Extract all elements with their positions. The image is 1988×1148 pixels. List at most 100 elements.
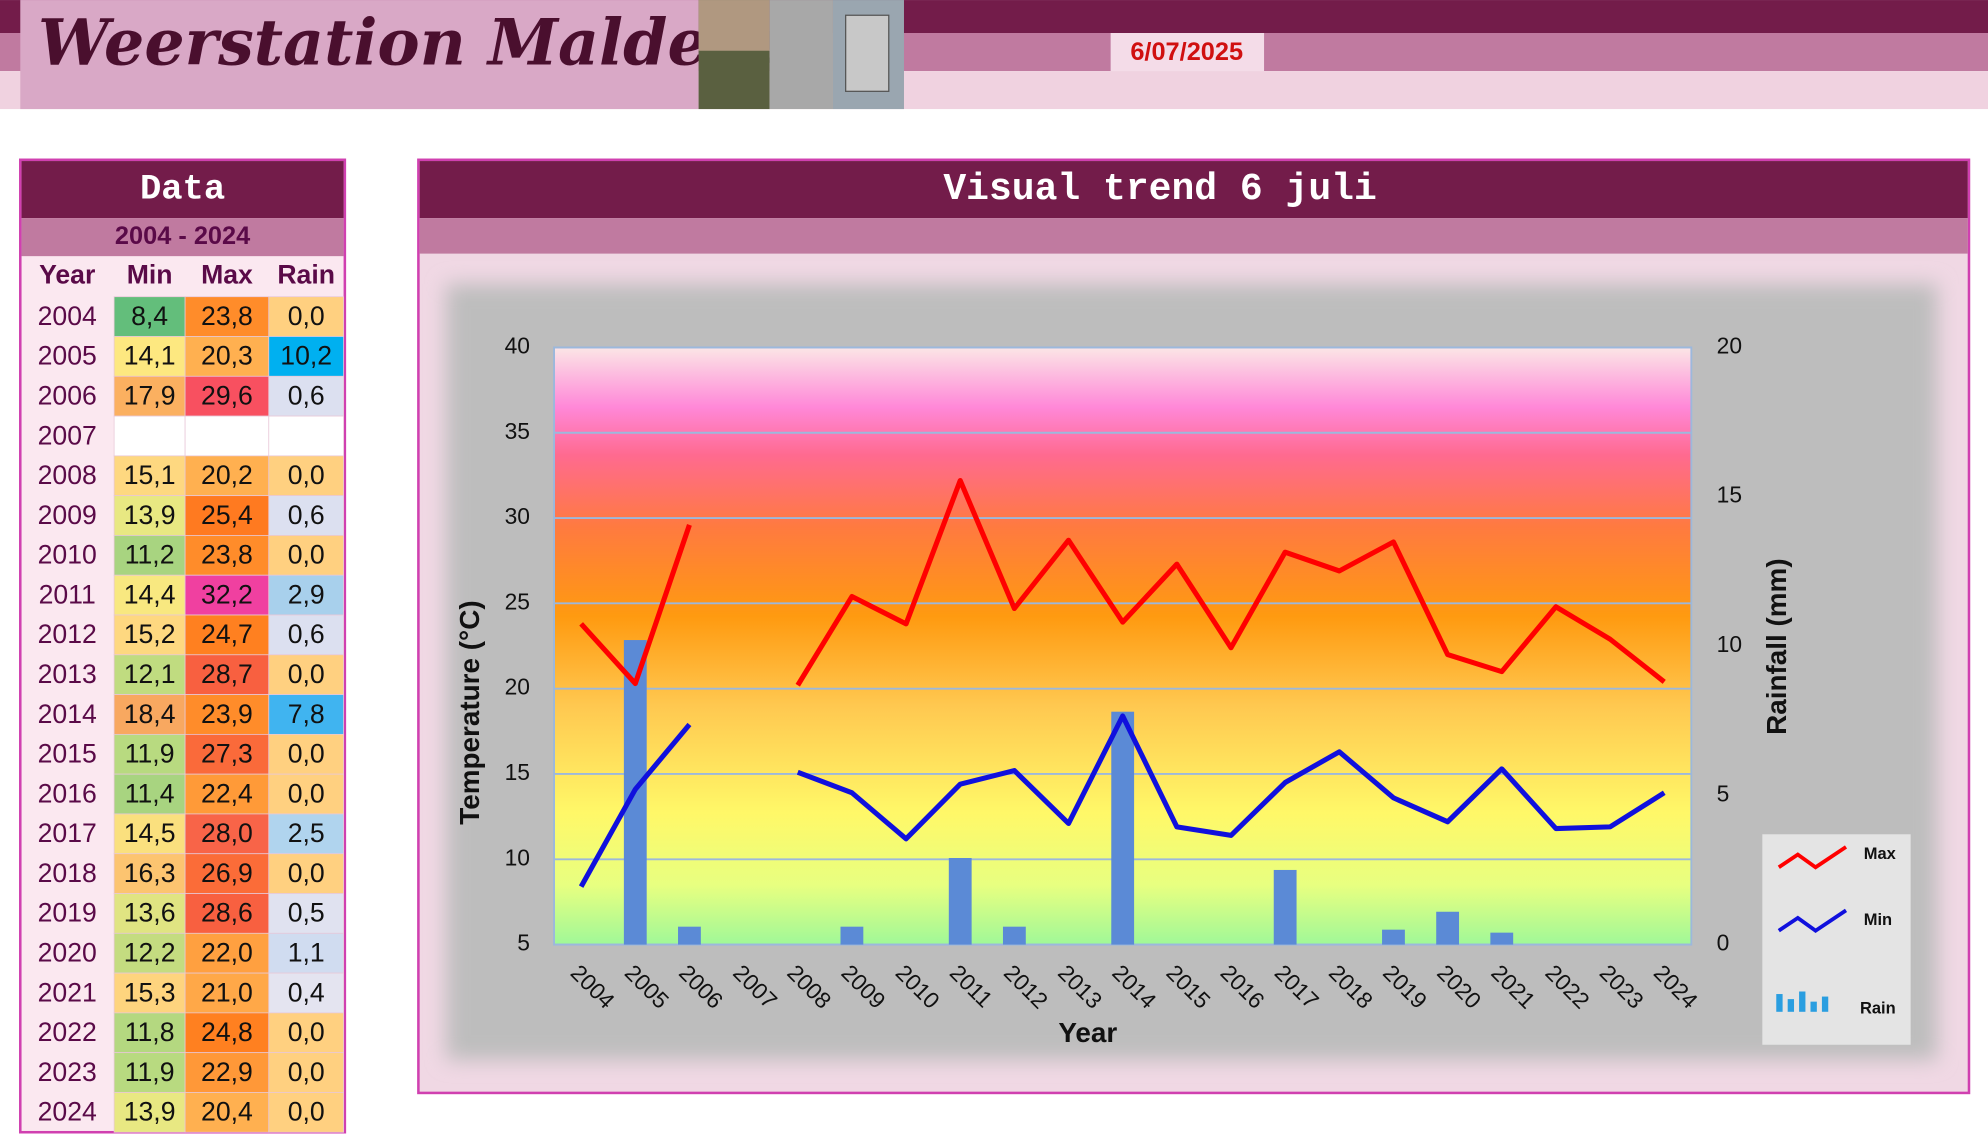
year-cell: 2018 (38, 858, 97, 888)
value-cell: 23,8 (201, 301, 253, 331)
year-cell: 2020 (38, 937, 97, 967)
table-cell (268, 296, 344, 337)
value-cell: 13,9 (124, 500, 176, 530)
legend-swatch (1787, 999, 1795, 1012)
column-header: Max (201, 259, 253, 289)
table-cell (113, 336, 186, 377)
table-cell (184, 296, 270, 337)
value-cell: 0,0 (288, 1097, 325, 1127)
value-cell: 28,0 (201, 818, 253, 848)
year-cell: 2011 (39, 579, 96, 609)
y-tick-label: 20 (505, 674, 530, 700)
y-tick-label: 25 (505, 588, 530, 614)
table-header (21, 161, 344, 219)
value-cell: 13,6 (124, 898, 176, 928)
table-cell (113, 853, 186, 894)
table-cell (113, 932, 186, 974)
value-cell: 15,3 (124, 977, 176, 1007)
value-cell: 0,0 (288, 1057, 325, 1087)
table-cell (184, 1092, 270, 1133)
rain-bar (678, 926, 701, 945)
value-cell: 23,9 (201, 699, 253, 729)
table-cell (184, 972, 270, 1014)
date-box (1110, 33, 1265, 72)
table-cell (268, 1092, 344, 1133)
y-tick-label: 30 (505, 503, 530, 529)
legend (1762, 834, 1911, 1045)
table-cell (268, 893, 344, 934)
legend-swatch (1810, 1001, 1817, 1012)
table-cell (113, 574, 186, 616)
series-line (578, 713, 1666, 888)
year-cell: 2013 (38, 659, 97, 689)
value-cell: 0,0 (288, 858, 325, 888)
value-cell: 23,8 (201, 540, 253, 570)
value-cell: 20,3 (201, 341, 253, 371)
legend-label: Rain (1860, 1000, 1896, 1018)
value-cell: 11,8 (125, 1017, 175, 1047)
table-cell (268, 853, 344, 894)
table-cell (268, 1012, 344, 1054)
y-tick-label: 10 (505, 844, 530, 870)
year-cell: 2008 (38, 460, 97, 490)
value-cell: 22,0 (201, 937, 253, 967)
table-cell (268, 535, 344, 576)
y-tick-label: 40 (505, 332, 530, 358)
value-cell: 0,4 (288, 977, 325, 1007)
table-cell (184, 893, 270, 934)
value-cell: 14,5 (124, 818, 176, 848)
value-cell: 10,2 (280, 341, 332, 371)
value-cell: 17,9 (124, 380, 176, 410)
year-cell: 2007 (38, 420, 97, 450)
value-cell: 29,6 (201, 380, 253, 410)
year-cell: 2019 (38, 898, 97, 928)
year-cell: 2012 (38, 619, 97, 649)
table-cell (184, 733, 270, 775)
table-cell (113, 1052, 186, 1093)
rain-bar (948, 858, 972, 945)
column-header: Year (39, 259, 95, 289)
photo (769, 0, 833, 110)
table-cell (113, 694, 186, 735)
value-cell: 20,2 (201, 460, 253, 490)
photo (845, 14, 890, 92)
table-cell (184, 853, 270, 894)
table-cell (268, 495, 344, 536)
value-cell: 0,6 (288, 380, 325, 410)
table-cell (113, 813, 186, 855)
value-cell: 0,0 (288, 778, 325, 808)
year-cell: 2014 (38, 699, 97, 729)
legend-swatch (1821, 996, 1829, 1012)
rain-bar (1490, 932, 1514, 945)
title-box (20, 0, 699, 110)
value-cell: 11,4 (125, 778, 175, 808)
table-cell (184, 1052, 270, 1093)
y-tick-label: 15 (505, 759, 530, 785)
value-cell: 2,9 (288, 579, 325, 609)
year-cell: 2015 (38, 739, 97, 769)
year-cell: 2009 (38, 500, 97, 530)
y2-tick-label: 10 (1717, 631, 1742, 657)
table-cell (268, 614, 344, 656)
value-cell: 14,4 (124, 579, 176, 609)
table-cell (113, 1012, 186, 1054)
table-cell (268, 773, 344, 815)
value-cell: 15,2 (124, 619, 176, 649)
rain-bar (1382, 929, 1405, 945)
value-cell: 16,3 (124, 858, 176, 888)
table-subheader (21, 218, 344, 257)
y2-tick-label: 15 (1717, 482, 1742, 508)
value-cell: 0,6 (288, 500, 325, 530)
table-cell (184, 694, 270, 735)
table-cell (113, 773, 186, 815)
value-cell: 0,0 (288, 739, 325, 769)
table-cell (113, 654, 186, 695)
table-cell (184, 535, 270, 576)
table-cell (113, 415, 186, 457)
rain-bar (1273, 869, 1297, 945)
table-cell (184, 813, 270, 855)
legend-swatch (1776, 994, 1783, 1012)
legend-swatch (1777, 908, 1848, 933)
value-cell: 7,8 (288, 699, 325, 729)
value-cell: 11,9 (125, 739, 175, 769)
